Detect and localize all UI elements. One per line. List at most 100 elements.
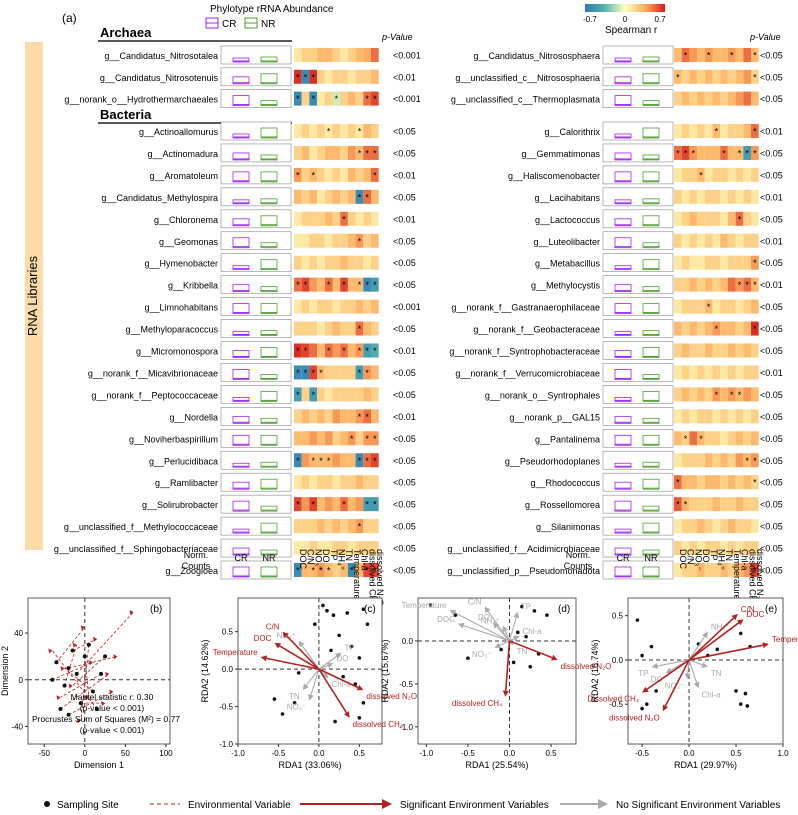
heat-cell	[674, 387, 682, 402]
heat-cell	[720, 277, 728, 292]
boxplot-nr	[260, 549, 278, 556]
heat-cell	[674, 189, 682, 204]
heat-cell	[332, 48, 341, 62]
heat-cell	[317, 48, 325, 62]
significance-star: *	[296, 72, 300, 82]
heat-cell	[751, 387, 759, 402]
env-arrow	[318, 668, 348, 714]
boxplot-cr	[232, 152, 250, 161]
heat-cell	[332, 189, 341, 204]
boxplot-nr	[260, 374, 278, 380]
env-arrow	[688, 622, 740, 661]
boxplot-nr	[642, 286, 660, 293]
taxon-name: g__unclassified_c__Nitrososphaeria	[455, 73, 600, 83]
heat-cell	[294, 475, 302, 490]
heat-cell	[347, 211, 356, 226]
heat-cell	[317, 124, 325, 138]
significance-star: *	[745, 148, 749, 158]
env-arrow	[504, 630, 510, 642]
heat-cell	[317, 343, 325, 358]
heat-cell	[704, 563, 713, 577]
xlabel-var: dissolved CH₄	[367, 549, 377, 606]
arrow-label: C/N	[468, 598, 482, 607]
significance-star: *	[365, 368, 369, 378]
heat-cell	[674, 453, 682, 468]
arrow-label: NO₃⁻	[472, 650, 491, 659]
heat-cell	[681, 91, 690, 106]
significance-star: *	[373, 94, 377, 104]
env-arrowhead	[282, 631, 289, 639]
procrustes-link	[76, 611, 134, 675]
heat-cell	[720, 387, 728, 402]
heat-cell	[743, 48, 751, 62]
taxon-name: g__Noviherbaspirillum	[129, 434, 218, 444]
boxplot-nr	[642, 171, 660, 183]
site-point	[94, 706, 99, 711]
heat-cell	[727, 321, 736, 336]
heat-cell	[697, 475, 705, 490]
boxplot-nr	[260, 198, 278, 205]
procrustes-link	[84, 656, 90, 698]
heat-cell	[674, 497, 682, 512]
env-arrowhead	[684, 673, 691, 680]
heat-cell	[347, 541, 356, 556]
heat-cell	[720, 431, 728, 446]
heat-cell	[355, 409, 364, 424]
heat-cell	[317, 563, 325, 577]
heat-cell	[363, 233, 371, 248]
arrow-label: Chl-a	[332, 680, 352, 689]
y-axis-label: RDA2 (16.74%)	[590, 639, 600, 702]
boxplot-frame	[602, 275, 674, 294]
pvalue-text: <0.05	[393, 522, 416, 532]
xlabel-var: TN	[724, 549, 734, 561]
heat-cell	[301, 497, 310, 512]
heat-cell	[301, 124, 310, 138]
site-point	[511, 660, 516, 665]
significance-star: *	[342, 500, 346, 510]
env-arrowhead	[736, 619, 744, 626]
heat-cell	[294, 299, 302, 314]
heat-cell	[681, 124, 690, 138]
heat-cell	[697, 145, 705, 160]
heat-cell	[347, 563, 356, 577]
significance-star: *	[715, 127, 719, 137]
heat-cell	[704, 497, 713, 512]
boxplot-cr	[614, 265, 632, 271]
heat-cell	[317, 299, 325, 314]
taxon-name: g__Rossellomorea	[525, 500, 600, 510]
heat-cell	[735, 497, 744, 512]
boxplot-frame	[602, 297, 674, 316]
significance-star: *	[373, 280, 377, 290]
boxplot-nr	[260, 566, 278, 578]
heat-cell	[712, 233, 721, 248]
procrustes-link	[64, 667, 94, 692]
boxplot-nr	[642, 242, 660, 249]
heat-cell	[309, 343, 318, 358]
boxplot-cr	[232, 218, 250, 227]
site-point	[365, 622, 370, 627]
taxon-name: g__Metabacillus	[535, 259, 601, 269]
boxplot-cr	[614, 528, 632, 534]
heat-cell	[727, 145, 736, 160]
env-arrowhead	[492, 622, 500, 629]
site-point	[349, 644, 354, 649]
boxplot-frame	[220, 428, 292, 448]
procrustes-link	[72, 638, 98, 651]
heat-cell	[689, 453, 698, 468]
heat-cell	[712, 409, 721, 424]
heat-cell	[674, 365, 682, 380]
pvalue-text: <0.01	[760, 192, 783, 202]
heat-cell	[735, 321, 744, 336]
significance-star: *	[676, 148, 680, 158]
heat-cell	[674, 409, 682, 424]
heat-cell	[355, 321, 364, 336]
significance-star: *	[358, 456, 362, 466]
significance-star: *	[738, 280, 742, 290]
heat-cell	[340, 48, 348, 62]
heat-cell	[294, 519, 302, 534]
heat-cell	[727, 233, 736, 248]
significance-star: *	[335, 94, 339, 104]
pvalue-text: <0.05	[760, 51, 783, 61]
significance-star: *	[311, 368, 315, 378]
heat-cell	[704, 233, 713, 248]
